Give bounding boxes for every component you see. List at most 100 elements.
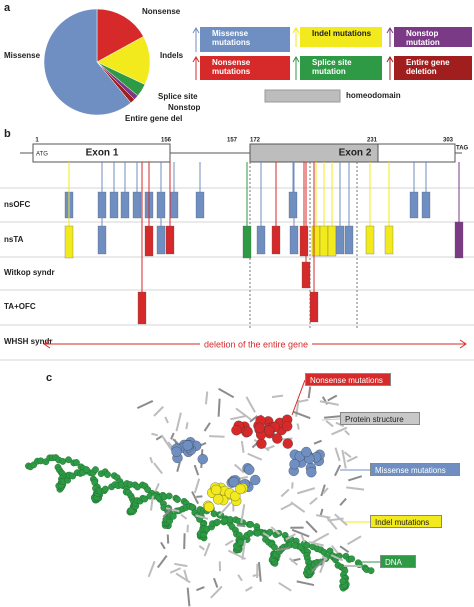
- mutation-box: [311, 225, 321, 257]
- residue-sphere: [212, 494, 224, 505]
- protein-stick: [339, 497, 347, 506]
- protein-stick: [348, 475, 363, 482]
- protein-stick: [325, 515, 338, 530]
- residue-sphere: [289, 459, 300, 470]
- structure-label: Indel mutations: [370, 515, 442, 528]
- legend-arrowhead: [192, 27, 200, 34]
- protein-stick: [339, 545, 350, 553]
- mutation-box: [97, 225, 107, 255]
- protein-stick: [185, 422, 189, 430]
- residue-sphere: [301, 446, 312, 458]
- protein-stick: [154, 483, 160, 492]
- position-label: 303: [443, 138, 454, 144]
- protein-stick: [311, 532, 330, 544]
- protein-stick: [183, 569, 189, 582]
- position-label: 1: [35, 138, 39, 144]
- protein-stick: [195, 514, 209, 520]
- dna-bead: [214, 518, 221, 526]
- residue-sphere: [171, 446, 182, 457]
- protein-stick: [247, 452, 263, 461]
- residue-sphere: [282, 438, 293, 449]
- protein-stick: [160, 434, 168, 443]
- mutation-box: [169, 191, 179, 219]
- protein-stick: [292, 410, 311, 420]
- dna-bead: [73, 459, 80, 466]
- protein-stick: [186, 587, 191, 607]
- protein-stick: [150, 495, 154, 511]
- pie-label: Nonsense: [142, 7, 181, 16]
- position-label: 156: [161, 138, 172, 144]
- protein-stick: [218, 501, 232, 517]
- protein-stick: [298, 398, 309, 403]
- residue-sphere: [182, 440, 193, 451]
- protein-stick: [147, 560, 156, 578]
- protein-stick: [249, 415, 259, 423]
- legend-arrowhead: [386, 27, 394, 34]
- mutation-box: [299, 225, 309, 257]
- protein-stick: [193, 464, 200, 476]
- stop-codon: TAG: [456, 146, 469, 152]
- protein-stick: [321, 555, 328, 561]
- protein-stick: [176, 461, 181, 472]
- protein-stick: [162, 507, 173, 518]
- protein-stick: [218, 387, 235, 399]
- legend-item: Missense mutations: [200, 27, 290, 52]
- mutation-box: [301, 261, 311, 289]
- protein-stick: [174, 562, 188, 568]
- pie-label: Missense: [4, 51, 41, 60]
- protein-stick: [320, 484, 326, 497]
- dna-bead: [271, 543, 278, 551]
- homeodomain-box: [264, 89, 341, 103]
- mutation-box: [309, 291, 319, 323]
- mutation-box: [242, 225, 252, 259]
- protein-stick: [296, 487, 316, 495]
- protein-stick: [234, 463, 245, 474]
- mutation-box: [144, 225, 154, 257]
- mutation-box: [165, 225, 175, 255]
- protein-stick: [347, 535, 362, 546]
- protein-stick: [136, 400, 154, 410]
- protein-stick: [311, 558, 326, 572]
- row-label: nsOFC: [4, 200, 30, 209]
- protein-stick: [319, 556, 327, 574]
- protein-stick: [170, 432, 175, 440]
- legend-item: Entire gene deletion: [394, 56, 472, 80]
- mutation-box: [344, 225, 354, 255]
- protein-stick: [224, 539, 234, 547]
- mutation-box: [327, 225, 337, 257]
- panel-label: a: [4, 2, 11, 14]
- row-label: Witkop syndr: [4, 268, 55, 277]
- protein-stick: [193, 478, 201, 494]
- protein-stick: [169, 567, 182, 574]
- protein-stick: [276, 546, 291, 552]
- protein-stick: [180, 513, 188, 520]
- protein-stick: [175, 412, 182, 432]
- mutation-box: [454, 221, 464, 259]
- dna-bead: [83, 466, 90, 473]
- residue-sphere: [256, 438, 267, 449]
- dna-bead: [254, 529, 261, 537]
- structure-label: Nonsense mutations: [305, 373, 391, 386]
- dna-bead: [165, 492, 173, 500]
- protein-stick: [343, 451, 352, 459]
- homeodomain-label: homeodomain: [346, 91, 401, 100]
- protein-stick: [330, 554, 344, 562]
- protein-stick: [160, 541, 166, 550]
- protein-stick: [213, 577, 219, 588]
- pie-slice: [43, 8, 132, 116]
- protein-stick: [325, 420, 334, 428]
- protein-stick: [305, 520, 318, 534]
- protein-stick: [319, 400, 339, 406]
- mutation-box: [335, 225, 345, 255]
- protein-stick: [156, 555, 168, 569]
- mutation-box: [256, 225, 266, 255]
- dna-bead: [174, 496, 181, 503]
- legend-item: Nonstop mutation: [394, 27, 472, 47]
- pie-slice: [96, 36, 151, 85]
- protein-stick: [227, 549, 247, 560]
- dna-bead: [69, 472, 77, 480]
- protein-stick: [149, 456, 154, 464]
- protein-stick: [241, 539, 247, 560]
- dna-bead: [141, 495, 149, 503]
- mutation-box: [421, 191, 431, 219]
